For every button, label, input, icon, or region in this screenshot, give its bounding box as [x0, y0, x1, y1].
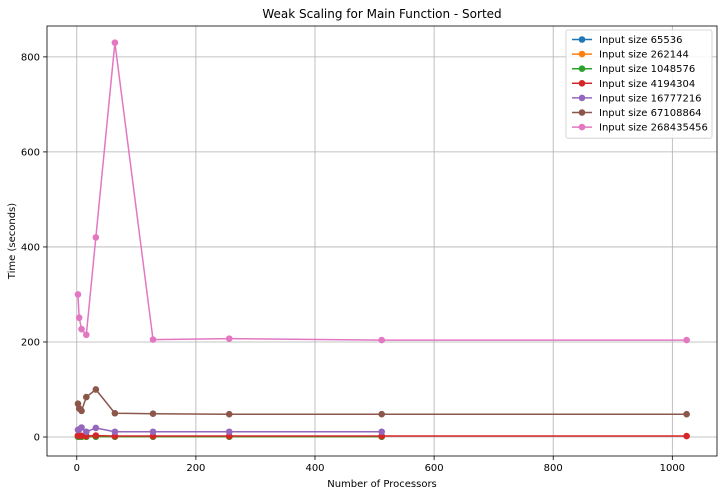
- legend: Input size 65536 Input size 262144 Input s…: [565, 29, 713, 139]
- x-axis-title: Number of Processors: [327, 479, 437, 490]
- series-layer: [74, 39, 690, 441]
- axis-ticks: 0 200 400 600 800 1000 0 200 400 600 800: [21, 52, 685, 474]
- y-axis-title: Time (seconds): [7, 203, 18, 280]
- data-point: [111, 39, 119, 46]
- data-point: [378, 410, 386, 418]
- data-point: [225, 410, 233, 418]
- x-tick-label: 600: [425, 463, 444, 474]
- x-tick-label: 400: [305, 463, 324, 474]
- y-tick-label: 600: [21, 147, 40, 158]
- legend-entry: Input size 67108864: [572, 108, 702, 119]
- chart-title: Weak Scaling for Main Function - Sorted: [262, 7, 501, 21]
- legend-label: Input size 1048576: [599, 64, 695, 75]
- y-tick-label: 400: [21, 242, 40, 253]
- data-point: [83, 428, 90, 436]
- legend-entry: Input size 65536: [572, 35, 682, 46]
- data-point: [75, 314, 83, 322]
- legend-marker: [578, 65, 586, 72]
- data-point: [225, 428, 233, 436]
- plot-frame: [46, 25, 718, 457]
- legend-entry: Input size 262144: [572, 50, 689, 61]
- data-point: [78, 325, 85, 333]
- legend-box: [565, 29, 713, 139]
- data-point: [74, 291, 82, 298]
- data-point: [92, 432, 100, 439]
- x-tick-label: 800: [544, 463, 563, 474]
- series-7: [74, 39, 690, 344]
- legend-marker: [578, 50, 586, 58]
- data-point: [92, 234, 100, 241]
- legend-entry: Input size 4194304: [572, 79, 695, 90]
- x-tick-label: 1000: [660, 463, 685, 474]
- series-5: [74, 424, 386, 436]
- legend-marker: [578, 80, 586, 87]
- data-point: [78, 432, 85, 440]
- legend-label: Input size 262144: [599, 50, 689, 61]
- legend-entry: Input size 16777216: [572, 93, 702, 104]
- data-point: [111, 409, 119, 417]
- y-tick-label: 0: [34, 432, 40, 443]
- legend-marker: [578, 36, 586, 43]
- series-line: [77, 41, 687, 341]
- data-point: [78, 407, 85, 415]
- data-point: [111, 428, 119, 436]
- y-tick-label: 800: [21, 52, 40, 63]
- data-point: [92, 424, 100, 432]
- legend-entry: Input size 1048576: [572, 64, 695, 75]
- data-point: [83, 331, 90, 339]
- legend-marker: [578, 123, 586, 131]
- legend-marker: [578, 94, 586, 102]
- legend-label: Input size 16777216: [599, 93, 702, 104]
- data-point: [78, 424, 85, 431]
- series-6: [74, 386, 690, 418]
- y-tick-label: 200: [21, 337, 40, 348]
- x-tick-label: 200: [186, 463, 205, 474]
- legend-entry: Input size 268435456: [572, 123, 708, 134]
- data-point: [378, 336, 386, 344]
- legend-label: Input size 65536: [599, 35, 682, 46]
- data-point: [149, 428, 157, 436]
- legend-label: Input size 67108864: [599, 108, 702, 119]
- data-point: [378, 428, 386, 436]
- data-point: [149, 336, 157, 343]
- x-tick-label: 0: [74, 463, 80, 474]
- legend-marker: [578, 109, 586, 116]
- data-point: [683, 432, 690, 440]
- data-point: [92, 386, 100, 393]
- legend-label: Input size 4194304: [599, 79, 695, 90]
- data-point: [83, 393, 90, 401]
- data-point: [683, 410, 690, 418]
- legend-label: Input size 268435456: [599, 123, 708, 134]
- data-point: [149, 410, 157, 418]
- data-point: [225, 335, 233, 342]
- data-point: [683, 336, 690, 344]
